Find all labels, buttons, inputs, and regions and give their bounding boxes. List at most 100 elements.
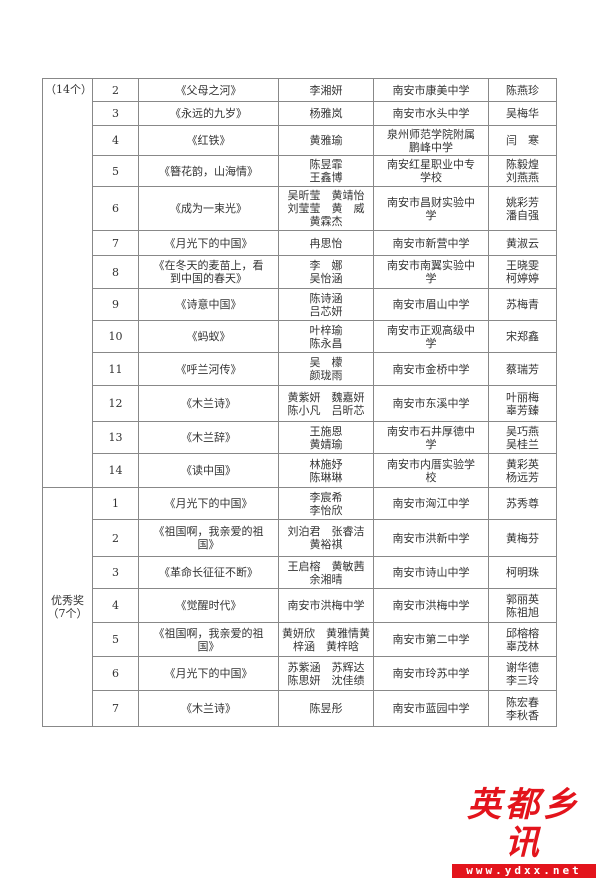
- school: 泉州师范学院附属 鹏峰中学: [373, 125, 489, 156]
- students: 林施妤 陈琳琳: [278, 453, 374, 488]
- row-number: 2: [92, 519, 139, 557]
- work-title: 《簪花韵，山海情》: [138, 155, 279, 187]
- teachers: 谢华德 李三玲: [488, 656, 557, 691]
- school: 南安市洪新中学: [373, 519, 489, 557]
- teachers: 陈宏春 李秋香: [488, 690, 557, 727]
- students: 冉思怡: [278, 230, 374, 256]
- students: 刘泊君 张睿洁 黄裕祺: [278, 519, 374, 557]
- students: 李湘妍: [278, 78, 374, 102]
- table-row: 7 《月光下的中国》 冉思怡 南安市新营中学 黄淑云: [43, 230, 557, 256]
- table-row: 7 《木兰诗》 陈昱彤 南安市蓝园中学 陈宏春 李秋香: [43, 690, 557, 727]
- row-number: 4: [92, 588, 139, 623]
- students: 黄雅瑜: [278, 125, 374, 156]
- students: 吴昕莹 黄靖怡 刘莹莹 黄 威 黄霖杰: [278, 186, 374, 231]
- students: 苏紫涵 苏辉达 陈思妍 沈佳绩: [278, 656, 374, 691]
- row-number: 1: [92, 487, 139, 520]
- school: 南安市新营中学: [373, 230, 489, 256]
- table-row: 13 《木兰辞》 王施恩 黄婧瑜 南安市石井厚德中 学吴巧燕 吴桂兰: [43, 421, 557, 454]
- award-group-label: （14个）: [42, 78, 93, 488]
- logo-text: 英都乡讯: [467, 785, 581, 863]
- table-row: 6 《成为一束光》 吴昕莹 黄靖怡 刘莹莹 黄 威 黄霖杰 南安市昌财实验中 学姚彩芳…: [43, 186, 557, 231]
- students: 王启榕 黄敏茜 余湘晴: [278, 556, 374, 589]
- teachers: 邱榕榕 辜茂林: [488, 622, 557, 657]
- teachers: 郭丽英 陈祖旭: [488, 588, 557, 623]
- students: 南安市洪梅中学: [278, 588, 374, 623]
- school: 南安市洪梅中学: [373, 588, 489, 623]
- table-row: 11 《呼兰河传》吴 檬 颜珑雨 南安市金桥中学 蔡瑞芳: [43, 352, 557, 386]
- work-title: 《在冬天的麦苗上，看 到中国的春天》: [138, 255, 279, 289]
- school: 南安市正观高级中 学: [373, 320, 489, 353]
- students: 李宸希 李怡欣: [278, 487, 374, 520]
- school: 南安市昌财实验中 学: [373, 186, 489, 231]
- students: 吴 檬 颜珑雨: [278, 352, 374, 386]
- school: 南安市洶江中学: [373, 487, 489, 520]
- teachers: 闫 寒: [488, 125, 557, 156]
- table-row: 5 《祖国啊，我亲爱的祖 国》 黄妍欣 黄雅情黄 梓涵 黄梓晗 南安市第二中学 邱榕榕 …: [43, 622, 557, 657]
- table-row: 14 《读中国》 林施妤 陈琳琳 南安市内厝实验学 校黄彩英 杨远芳: [43, 453, 557, 488]
- work-title: 《革命长征征不断》: [138, 556, 279, 589]
- students: 陈昱霏 王鑫博: [278, 155, 374, 187]
- table-row: 3 《永远的九岁》 杨雅岚 南安市水头中学 吴梅华: [43, 101, 557, 126]
- table-row: 8 《在冬天的麦苗上，看 到中国的春天》李 娜 吴怡涵 南安市南翼实验中 学王晓雯 …: [43, 255, 557, 289]
- work-title: 《成为一束光》: [138, 186, 279, 231]
- table-row: 6 《月光下的中国》 苏紫涵 苏辉达 陈思妍 沈佳绩 南安市玲苏中学 谢华德 李三玲: [43, 656, 557, 691]
- work-title: 《祖国啊，我亲爱的祖 国》: [138, 519, 279, 557]
- work-title: 《祖国啊，我亲爱的祖 国》: [138, 622, 279, 657]
- table-row: （14个） 2 《父母之河》 李湘妍 南安市康美中学 陈燕珍: [42, 78, 557, 488]
- teachers: 叶丽梅 辜芳臻: [488, 385, 557, 422]
- work-title: 《木兰诗》: [138, 385, 279, 422]
- school: 南安市南翼实验中 学: [373, 255, 489, 289]
- teachers: 黄淑云: [488, 230, 557, 256]
- row-number: 5: [92, 155, 139, 187]
- table-row: 5 《簪花韵，山海情》 陈昱霏 王鑫博 南安红星职业中专 学校 陈毅煌 刘燕燕: [43, 155, 557, 187]
- row-number: 11: [92, 352, 139, 386]
- work-title: 《蚂蚁》: [138, 320, 279, 353]
- students: 黄紫妍 魏嘉妍 陈小凡 吕昕芯: [278, 385, 374, 422]
- row-number: 3: [92, 101, 139, 126]
- table-row: 4 《觉醒时代》 南安市洪梅中学 南安市洪梅中学 郭丽英 陈祖旭: [43, 588, 557, 623]
- table-row: 3 《革命长征征不断》 王启榕 黄敏茜 余湘晴 南安市诗山中学 柯明珠: [43, 556, 557, 589]
- teachers: 蔡瑞芳: [488, 352, 557, 386]
- row-number: 2: [92, 78, 139, 102]
- work-title: 《诗意中国》: [138, 288, 279, 321]
- students: 杨雅岚: [278, 101, 374, 126]
- work-title: 《月光下的中国》: [138, 487, 279, 520]
- row-number: 14: [92, 453, 139, 488]
- work-title: 《月光下的中国》: [138, 656, 279, 691]
- students: 陈昱彤: [278, 690, 374, 727]
- row-number: 7: [92, 230, 139, 256]
- school: 南安红星职业中专 学校: [373, 155, 489, 187]
- students: 陈诗涵 吕芯妍: [278, 288, 374, 321]
- logo-url: www.ydxx.net: [452, 864, 596, 878]
- school: 南安市蓝园中学: [373, 690, 489, 727]
- students: 王施恩 黄婧瑜: [278, 421, 374, 454]
- table-row: 10 《蚂蚁》 叶梓瑜 陈永昌 南安市正观高级中 学宋郑鑫: [43, 320, 557, 353]
- school: 南安市诗山中学: [373, 556, 489, 589]
- row-number: 10: [92, 320, 139, 353]
- work-title: 《呼兰河传》: [138, 352, 279, 386]
- teachers: 陈燕珍: [488, 78, 557, 102]
- students: 李 娜 吴怡涵: [278, 255, 374, 289]
- row-number: 4: [92, 125, 139, 156]
- students: 黄妍欣 黄雅情黄 梓涵 黄梓晗: [278, 622, 374, 657]
- teachers: 苏梅青: [488, 288, 557, 321]
- teachers: 姚彩芳 潘自强: [488, 186, 557, 231]
- teachers: 陈毅煌 刘燕燕: [488, 155, 557, 187]
- row-number: 6: [92, 186, 139, 231]
- work-title: 《读中国》: [138, 453, 279, 488]
- work-title: 《红铁》: [138, 125, 279, 156]
- work-title: 《木兰辞》: [138, 421, 279, 454]
- teachers: 黄彩英 杨远芳: [488, 453, 557, 488]
- row-number: 7: [92, 690, 139, 727]
- row-number: 13: [92, 421, 139, 454]
- teachers: 柯明珠: [488, 556, 557, 589]
- table-row: 12 《木兰诗》 黄紫妍 魏嘉妍 陈小凡 吕昕芯 南安市东溪中学 叶丽梅 辜芳臻: [43, 385, 557, 422]
- work-title: 《月光下的中国》: [138, 230, 279, 256]
- award-group-label: 优秀奖 （7个）: [42, 487, 93, 727]
- school: 南安市玲苏中学: [373, 656, 489, 691]
- teachers: 苏秀尊: [488, 487, 557, 520]
- row-number: 5: [92, 622, 139, 657]
- row-number: 9: [92, 288, 139, 321]
- row-number: 12: [92, 385, 139, 422]
- teachers: 黄梅芬: [488, 519, 557, 557]
